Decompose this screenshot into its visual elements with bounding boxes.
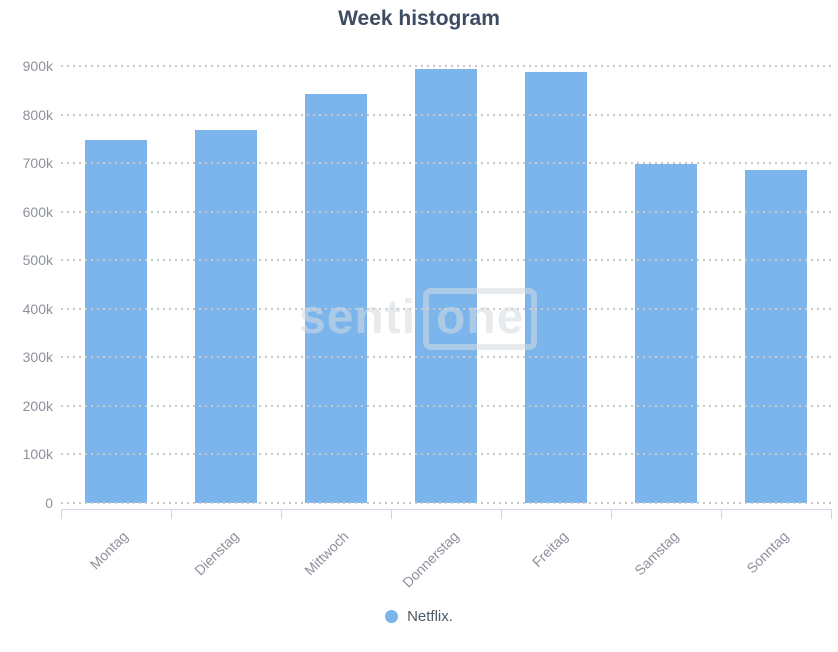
gridline-200k: [61, 404, 832, 407]
x-axis-tick: [611, 509, 612, 519]
gridline-700k: [61, 162, 832, 165]
bar-samstag[interactable]: [634, 163, 698, 503]
x-axis-tick: [61, 509, 62, 519]
bar-mittwoch[interactable]: [304, 92, 368, 503]
gridline-100k: [61, 453, 832, 456]
y-axis-label-0: 0: [45, 495, 53, 511]
x-axis-label-sonntag: Sonntag: [743, 528, 792, 577]
gridline-500k: [61, 259, 832, 262]
y-axis-label-800k: 800k: [22, 106, 53, 123]
x-axis-line: [61, 509, 832, 510]
y-axis-label-200k: 200k: [22, 397, 53, 414]
bar-donnerstag[interactable]: [414, 68, 478, 503]
watermark-text: senti: [299, 291, 417, 344]
x-axis-tick: [391, 509, 392, 519]
x-axis-label-montag: Montag: [86, 528, 132, 573]
y-axis-label-700k: 700k: [22, 155, 53, 172]
x-axis-label-dienstag: Dienstag: [190, 528, 242, 579]
legend-marker-icon: [385, 610, 399, 623]
bar-montag[interactable]: [84, 138, 148, 503]
gridline-300k: [61, 356, 832, 359]
bar-dienstag[interactable]: [194, 129, 258, 503]
y-axis-label-300k: 300k: [22, 349, 53, 366]
x-axis-label-donnerstag: Donnerstag: [398, 528, 462, 591]
chart-title: Week histogram: [338, 7, 500, 30]
y-axis-label-500k: 500k: [22, 252, 53, 269]
watermark-boxed-text: one: [423, 288, 538, 350]
x-axis-tick: [501, 509, 502, 519]
x-axis-label-mittwoch: Mittwoch: [300, 528, 352, 579]
bar-sonntag[interactable]: [744, 169, 808, 503]
gridline-400k: [61, 307, 832, 310]
gridline-0: [61, 502, 832, 504]
sentione-watermark: senti one: [299, 288, 538, 350]
gridline-600k: [61, 210, 832, 213]
x-axis-tick: [831, 509, 832, 519]
x-axis-tick: [281, 509, 282, 519]
legend: Netflix.: [0, 608, 838, 625]
y-axis-label-900k: 900k: [22, 58, 53, 74]
x-axis-tick: [721, 509, 722, 519]
bar-freitag[interactable]: [524, 70, 588, 503]
legend-item-netflix[interactable]: Netflix.: [385, 608, 453, 625]
y-axis-label-600k: 600k: [22, 203, 53, 220]
gridline-800k: [61, 113, 832, 116]
legend-label: Netflix.: [407, 608, 453, 625]
y-axis-label-400k: 400k: [22, 300, 53, 317]
gridline-900k: [61, 65, 832, 67]
x-axis-tick: [171, 509, 172, 519]
y-axis-label-100k: 100k: [22, 446, 53, 463]
plot-area: senti one: [61, 65, 832, 504]
x-axis-label-samstag: Samstag: [630, 528, 682, 579]
x-axis-label-freitag: Freitag: [529, 528, 572, 571]
